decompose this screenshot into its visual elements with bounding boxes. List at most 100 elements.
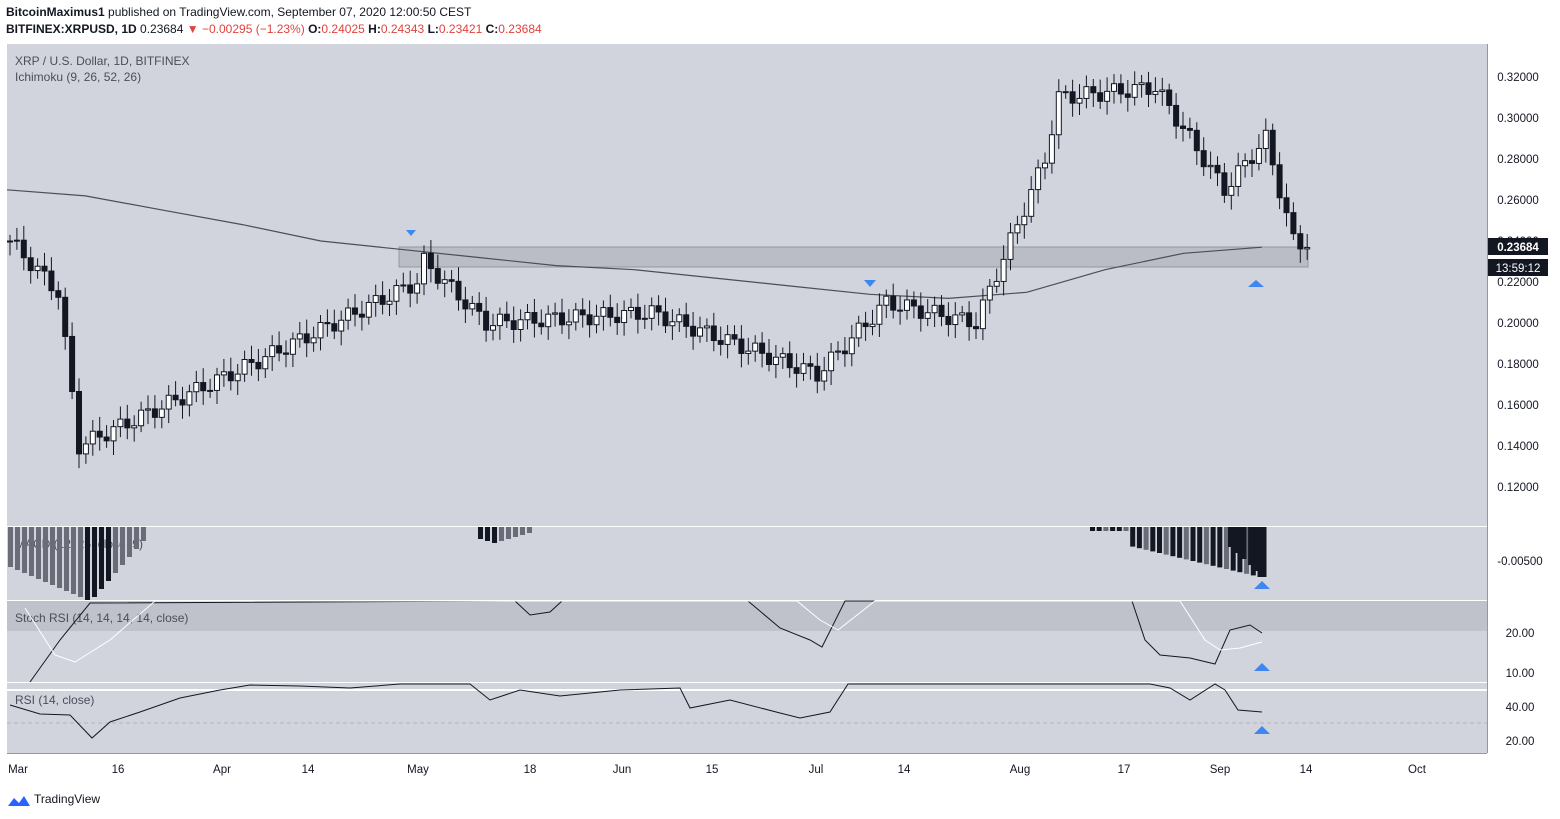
macd-bar <box>527 527 532 533</box>
macd-bar <box>1090 527 1095 531</box>
candle-body <box>600 307 607 317</box>
candle-body <box>158 408 165 418</box>
candle-body <box>1000 258 1007 282</box>
macd-bar <box>499 527 504 541</box>
price-tick: 0.32000 <box>1497 72 1539 84</box>
candle-body <box>283 352 289 355</box>
candle-body <box>634 306 641 320</box>
candle-body <box>524 312 531 321</box>
price-pane[interactable] <box>7 44 1487 526</box>
price-tick: 0.30000 <box>1497 113 1539 125</box>
candle-body <box>904 299 910 311</box>
marker-up-price <box>1248 280 1264 287</box>
macd-bar <box>113 527 118 573</box>
macd-bar <box>64 527 69 591</box>
low-label: L: <box>427 22 439 36</box>
candle-body <box>876 304 883 325</box>
candle-body <box>897 309 904 312</box>
candle-body <box>1207 164 1214 168</box>
stoch-band <box>7 601 1487 631</box>
candle-body <box>959 312 966 316</box>
time-tick: 16 <box>112 764 125 776</box>
candle-body <box>1090 86 1097 94</box>
macd-bar <box>78 527 83 597</box>
time-axis[interactable]: Mar 16 Apr 14 May 18 Jun 15 Jul 14 Aug 17 Sep 14 Oct <box>8 764 1427 776</box>
candle-body <box>1255 147 1262 164</box>
candle-body <box>27 257 34 272</box>
candle-body <box>338 319 345 332</box>
candle-body <box>779 353 786 358</box>
support-zone[interactable] <box>398 246 1309 268</box>
candle-body <box>848 337 855 355</box>
candle-body <box>1138 82 1145 86</box>
candles <box>7 71 1311 469</box>
candle-body <box>34 265 41 272</box>
candle-body <box>207 389 214 392</box>
candle-body <box>835 350 841 353</box>
macd-histogram <box>8 527 1267 600</box>
candle-body <box>669 321 676 327</box>
candle-body <box>434 268 441 284</box>
candle-body <box>110 426 117 442</box>
candle-body <box>683 314 690 327</box>
brand-label: TradingView <box>34 792 101 806</box>
candle-body <box>393 285 400 302</box>
candle-body <box>1111 83 1117 92</box>
symbol-label[interactable]: BITFINEX:XRPUSD, 1D <box>6 22 137 36</box>
tradingview-brand[interactable]: TradingView <box>8 792 100 806</box>
candle-body <box>503 313 510 322</box>
candle-body <box>697 327 703 337</box>
candle-body <box>1117 83 1124 95</box>
macd-bar <box>1150 527 1156 552</box>
macd-bar <box>1116 527 1122 531</box>
candle-body <box>621 310 628 324</box>
candle-body <box>938 304 945 317</box>
candle-body <box>462 299 469 310</box>
candle-body <box>862 322 869 328</box>
candle-body <box>55 290 62 298</box>
macd-bar <box>85 527 90 600</box>
candle-body <box>234 373 241 382</box>
close-label: C: <box>485 22 499 36</box>
candle-body <box>13 239 20 242</box>
candle-body <box>220 371 227 376</box>
macd-bar <box>134 527 139 549</box>
time-tick: Oct <box>1408 764 1427 776</box>
candle-body <box>786 353 793 369</box>
rsi-pane[interactable] <box>7 683 1487 753</box>
candle-body <box>448 279 455 282</box>
candle-body <box>358 313 365 318</box>
price-tick: 0.14000 <box>1497 441 1539 453</box>
last-price-label: 0.23684 <box>1497 242 1539 254</box>
candle-body <box>365 301 372 318</box>
time-tick: Jun <box>613 764 632 776</box>
candle-body <box>545 313 552 328</box>
macd-bar <box>506 527 511 539</box>
candle-body <box>1124 93 1131 98</box>
price-axis[interactable]: 0.320000.300000.280000.260000.240000.220… <box>1497 72 1539 494</box>
macd-bar <box>1228 527 1233 547</box>
candle-body <box>248 358 255 363</box>
ohlc-line: BITFINEX:XRPUSD, 1D 0.23684 ▼ −0.00295 (… <box>6 22 542 36</box>
macd-bar <box>1261 527 1267 577</box>
macd-bar <box>520 527 525 535</box>
macd-bar <box>71 527 76 594</box>
candle-body <box>262 356 269 370</box>
macd-bar <box>43 527 48 582</box>
candle-body <box>317 322 324 339</box>
tradingview-logo-icon[interactable] <box>8 796 30 806</box>
candle-body <box>973 326 979 330</box>
macd-bar <box>1103 527 1109 531</box>
candle-body <box>1083 86 1090 99</box>
candle-body <box>1262 129 1269 149</box>
author-name[interactable]: BitcoinMaximus1 <box>6 5 105 19</box>
candle-body <box>579 309 586 316</box>
candle-body <box>910 299 917 307</box>
candle-body <box>82 443 89 455</box>
macd-bar <box>1197 527 1203 563</box>
countdown-label: 13:59:12 <box>1496 263 1541 275</box>
candle-body <box>1035 167 1042 191</box>
macd-bar <box>1230 527 1236 571</box>
stoch-tick-10: 10.00 <box>1506 668 1535 680</box>
